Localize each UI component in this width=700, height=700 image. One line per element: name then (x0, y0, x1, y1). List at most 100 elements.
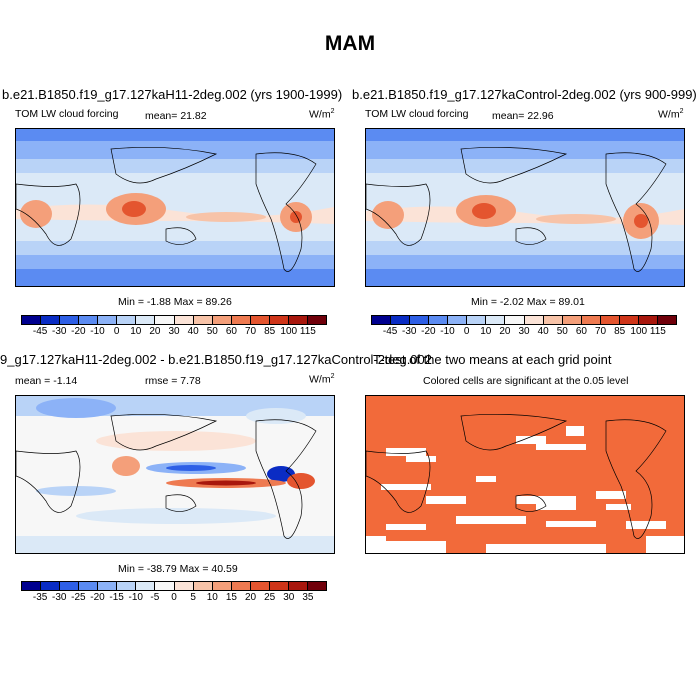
colorbar-swatch (467, 316, 487, 324)
colorbar-tick-label: 100 (630, 326, 648, 337)
colorbar-swatch (600, 316, 620, 324)
colorbar-swatch (193, 316, 213, 324)
rmse-label-bottom-left: rmse = 7.78 (145, 375, 201, 387)
minmax-top-right: Min = -2.02 Max = 89.01 (471, 296, 585, 308)
colorbar-tick-label: -10 (90, 326, 105, 337)
colorbar-swatch (174, 316, 194, 324)
colorbar-tick-label: -15 (109, 592, 124, 603)
panel-title-top-left: b.e21.B1850.f19_g17.127kaH11-2deg.002 (y… (2, 87, 343, 102)
colorbar-tick-label: 10 (206, 592, 218, 603)
variable-label-top-right: TOM LW cloud forcing (365, 108, 469, 120)
colorbar-swatch (41, 582, 61, 590)
colorbar-tick-label: 20 (499, 326, 511, 337)
colorbar-swatch (391, 316, 411, 324)
colorbar-tick-label: 115 (649, 326, 666, 337)
colorbar-swatch (22, 316, 42, 324)
colorbar-tick-label: 60 (575, 326, 587, 337)
colorbar-swatch (307, 316, 326, 324)
colorbar-tick-label: 30 (283, 592, 295, 603)
colorbar-swatch (174, 582, 194, 590)
map-bottom-right (365, 395, 685, 554)
colorbar-tick-label: 85 (264, 326, 276, 337)
colorbar-tick-label: 40 (537, 326, 549, 337)
mean-label-bottom-left: mean = -1.14 (15, 375, 78, 387)
colorbar-tick-label: -35 (32, 592, 48, 603)
colorbar-top-left (21, 315, 327, 325)
colorbar-tick-label: -10 (440, 326, 455, 337)
colorbar-swatch (448, 316, 468, 324)
colorbar-swatch (562, 316, 582, 324)
colorbar-swatch (269, 316, 289, 324)
colorbar-tick-label: 30 (518, 326, 530, 337)
colorbar-tick-label: 10 (480, 326, 492, 337)
colorbar-tick-label: -45 (32, 326, 48, 337)
colorbar-swatch (98, 582, 118, 590)
colorbar-tick-label: -20 (421, 326, 436, 337)
minmax-top-left: Min = -1.88 Max = 89.26 (118, 296, 232, 308)
colorbar-top-right (371, 315, 677, 325)
colorbar-swatch (79, 582, 99, 590)
minmax-bottom-left: Min = -38.79 Max = 40.59 (118, 563, 238, 575)
map-top-left (15, 128, 335, 287)
colorbar-swatch (79, 316, 99, 324)
colorbar-swatch (288, 316, 308, 324)
colorbar-swatch (193, 582, 213, 590)
colorbar-tick-label: 70 (244, 326, 257, 337)
colorbar-swatch (505, 316, 525, 324)
colorbar-tick-label: 70 (594, 326, 607, 337)
panel-title-bottom-right: T-test of the two means at each grid poi… (373, 352, 612, 367)
colorbar-swatch (307, 582, 326, 590)
colorbar-tick-label: 115 (299, 326, 316, 337)
colorbar-swatch (410, 316, 430, 324)
colorbar-tick-label: 25 (264, 592, 276, 603)
colorbar-tick-label: 15 (225, 592, 237, 603)
colorbar-tick-label: -20 (71, 326, 86, 337)
panel-subtitle-bottom-right: Colored cells are significant at the 0.0… (423, 375, 629, 387)
colorbar-tick-label: 0 (113, 326, 120, 337)
colorbar-tick-label: 10 (130, 326, 142, 337)
colorbar-tick-label: 100 (280, 326, 298, 337)
colorbar-tick-label: -30 (402, 326, 417, 337)
colorbar-tick-label: 5 (190, 592, 196, 603)
mean-label-top-left: mean= 21.82 (145, 110, 207, 122)
colorbar-tick-label: -5 (150, 592, 160, 603)
colorbar-swatch (41, 316, 61, 324)
colorbar-swatch (136, 316, 156, 324)
colorbar-swatch (657, 316, 676, 324)
colorbar-tick-label: -45 (382, 326, 398, 337)
colorbar-tick-label: 40 (187, 326, 199, 337)
variable-label-top-left: TOM LW cloud forcing (15, 108, 119, 120)
colorbar-swatch (638, 316, 658, 324)
mean-label-top-right: mean= 22.96 (492, 110, 554, 122)
colorbar-swatch (429, 316, 449, 324)
colorbar-tick-label: -30 (52, 592, 67, 603)
colorbar-tick-label: 30 (168, 326, 180, 337)
colorbar-swatch (288, 582, 308, 590)
figure-title: MAM (324, 32, 376, 55)
colorbar-tick-label: 20 (244, 592, 257, 603)
colorbar-swatch (524, 316, 544, 324)
colorbar-swatch (22, 582, 42, 590)
colorbar-swatch (117, 316, 137, 324)
colorbar-swatch (581, 316, 601, 324)
colorbar-swatch (231, 582, 251, 590)
panel-title-top-right: b.e21.B1850.f19_g17.127kaControl-2deg.00… (352, 87, 697, 102)
colorbar-tick-label: 60 (225, 326, 237, 337)
colorbar-swatch (372, 316, 392, 324)
colorbar-tick-label: -10 (128, 592, 143, 603)
colorbar-swatch (60, 316, 80, 324)
colorbar-tick-label: -30 (52, 326, 67, 337)
colorbar-swatch (619, 316, 639, 324)
colorbar-swatch (212, 582, 232, 590)
units-label-top-left: W/m2 (309, 108, 335, 121)
colorbar-swatch (543, 316, 563, 324)
map-bottom-left (15, 395, 335, 554)
colorbar-tick-label: 0 (463, 326, 470, 337)
colorbar-tick-label: -20 (90, 592, 105, 603)
colorbar-swatch (212, 316, 232, 324)
colorbar-swatch (250, 582, 270, 590)
colorbar-tick-label: 85 (614, 326, 626, 337)
colorbar-tick-label: -25 (71, 592, 86, 603)
colorbar-swatch (98, 316, 118, 324)
colorbar-swatch (136, 582, 156, 590)
